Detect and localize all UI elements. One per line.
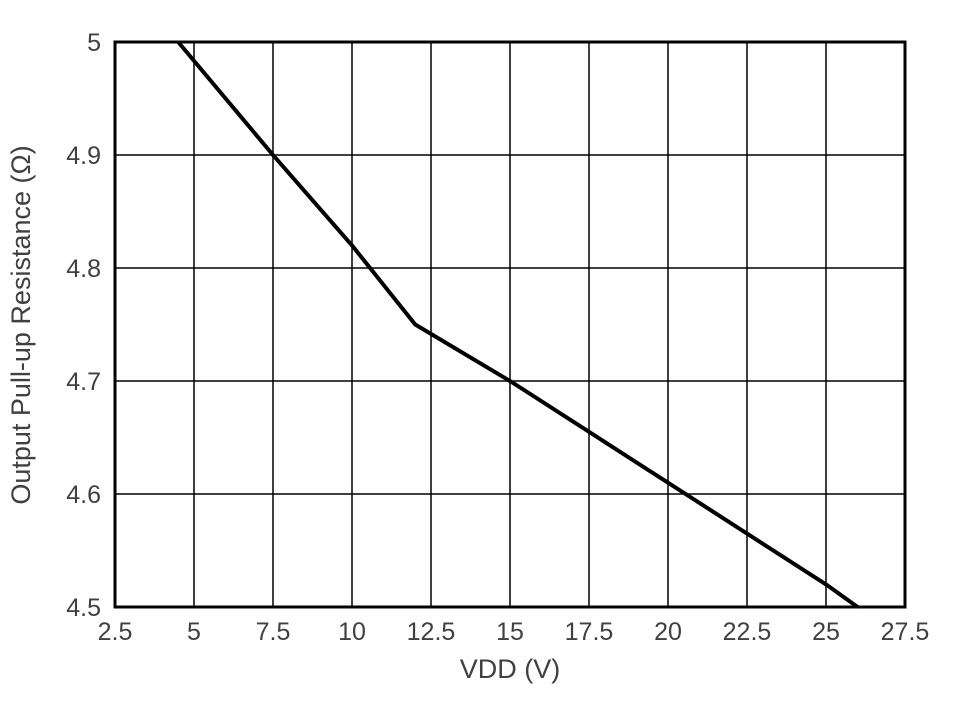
- x-tick-label: 25: [812, 618, 840, 646]
- x-tick-label: 10: [338, 618, 366, 646]
- y-axis-label: Output Pull-up Resistance (Ω): [6, 145, 36, 504]
- y-tick-label: 4.8: [66, 255, 101, 283]
- x-tick-label: 22.5: [723, 618, 772, 646]
- x-tick-label: 17.5: [565, 618, 614, 646]
- x-tick-label: 27.5: [881, 618, 930, 646]
- x-tick-label: 12.5: [407, 618, 456, 646]
- x-tick-label: 5: [187, 618, 201, 646]
- y-tick-label: 4.6: [66, 481, 101, 509]
- y-tick-label: 4.9: [66, 142, 101, 170]
- x-tick-label: 2.5: [98, 618, 133, 646]
- data-line: [176, 40, 859, 609]
- y-tick-label: 5: [87, 29, 101, 57]
- y-tick-label: 4.5: [66, 594, 101, 622]
- x-tick-label: 20: [654, 618, 682, 646]
- x-tick-label: 7.5: [256, 618, 291, 646]
- x-tick-label: 15: [496, 618, 524, 646]
- x-axis-label: VDD (V): [460, 654, 561, 684]
- y-tick-label: 4.7: [66, 368, 101, 396]
- plot-border: [113, 40, 907, 609]
